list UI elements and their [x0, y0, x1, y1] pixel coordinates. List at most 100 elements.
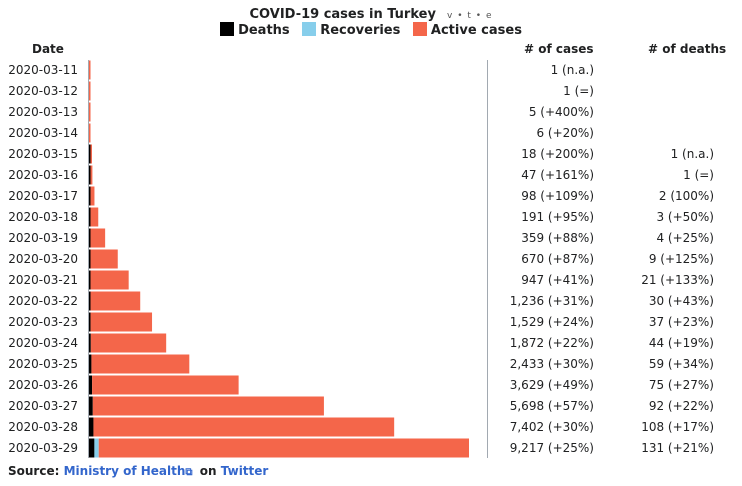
bar-active	[89, 60, 91, 80]
cases-label: 1,872 (+22%)	[510, 336, 594, 350]
chart-title: COVID-19 cases in Turkey	[249, 7, 436, 22]
bar-active	[92, 375, 239, 395]
date-label: 2020-03-21	[8, 273, 78, 287]
bar-active	[89, 81, 91, 101]
date-label: 2020-03-16	[8, 168, 78, 182]
cases-label: 6 (+20%)	[536, 126, 594, 140]
bar-recoveries	[94, 438, 99, 458]
bar-deaths	[89, 165, 91, 185]
source-link-twitter[interactable]: Twitter	[220, 464, 269, 478]
deaths-label: 1 (n.a.)	[671, 147, 714, 161]
date-label: 2020-03-19	[8, 231, 78, 245]
bar-deaths	[89, 291, 91, 311]
date-label: 2020-03-22	[8, 294, 78, 308]
date-label: 2020-03-18	[8, 210, 78, 224]
bar-active	[90, 333, 167, 353]
bar-deaths	[89, 438, 95, 458]
cases-label: 1 (=)	[563, 84, 594, 98]
bar-deaths	[89, 417, 94, 437]
bar-deaths	[89, 186, 91, 206]
cases-label: 18 (+200%)	[521, 147, 594, 161]
column-header-cases: # of cases	[524, 42, 594, 56]
column-header-deaths: # of deaths	[648, 42, 727, 56]
bar-deaths	[89, 270, 91, 290]
bar-active	[89, 123, 91, 143]
bar-active	[90, 144, 92, 164]
bar-active	[90, 312, 153, 332]
source-prefix: Source:	[8, 464, 60, 478]
deaths-label: 21 (+133%)	[641, 273, 714, 287]
bar-active	[90, 207, 99, 227]
bar-active	[90, 291, 141, 311]
cases-label: 1,236 (+31%)	[510, 294, 594, 308]
date-label: 2020-03-24	[8, 336, 78, 350]
cases-label: 1 (n.a.)	[551, 63, 594, 77]
legend-label-deaths: Deaths	[238, 23, 290, 38]
bar-active	[92, 396, 324, 416]
bar-deaths	[89, 333, 91, 353]
date-label: 2020-03-29	[8, 441, 78, 455]
legend-swatch-active	[412, 22, 427, 36]
deaths-label: 9 (+125%)	[649, 252, 714, 266]
legend-item-deaths: Deaths	[220, 22, 290, 38]
date-label: 2020-03-14	[8, 126, 78, 140]
bar-active	[90, 165, 93, 185]
chart-title-row: COVID-19 cases in Turkey v • t • e	[0, 3, 742, 22]
cases-chart: 2020-03-11 1 (n.a.) 2020-03-12 1 (=) 2020-03…	[8, 60, 714, 458]
date-label: 2020-03-17	[8, 189, 78, 203]
date-label: 2020-03-23	[8, 315, 78, 329]
deaths-label: 30 (+43%)	[649, 294, 714, 308]
cases-label: 3,629 (+49%)	[510, 378, 594, 392]
bar-active	[90, 249, 118, 269]
bar-deaths	[89, 354, 92, 374]
date-label: 2020-03-13	[8, 105, 78, 119]
legend: Deaths Recoveries Active cases	[0, 22, 742, 38]
bar-deaths	[89, 396, 93, 416]
deaths-label: 37 (+23%)	[649, 315, 714, 329]
cases-label: 191 (+95%)	[521, 210, 594, 224]
cases-label: 7,402 (+30%)	[510, 420, 594, 434]
legend-label-active: Active cases	[430, 23, 522, 38]
deaths-label: 92 (+22%)	[649, 399, 714, 413]
legend-swatch-recoveries	[302, 22, 317, 36]
legend-swatch-deaths	[220, 22, 235, 36]
cases-label: 5,698 (+57%)	[510, 399, 594, 413]
date-label: 2020-03-27	[8, 399, 78, 413]
external-link-icon: ⧉	[185, 467, 193, 478]
deaths-label: 131 (+21%)	[641, 441, 714, 455]
deaths-label: 2 (100%)	[659, 189, 714, 203]
deaths-label: 1 (=)	[683, 168, 714, 182]
cases-label: 47 (+161%)	[521, 168, 594, 182]
bar-active	[90, 228, 106, 248]
bar-deaths	[89, 228, 91, 248]
date-label: 2020-03-28	[8, 420, 78, 434]
vte-links[interactable]: v • t • e	[447, 11, 493, 21]
bar-active	[91, 354, 190, 374]
legend-item-active: Active cases	[412, 22, 522, 38]
deaths-label: 59 (+34%)	[649, 357, 714, 371]
deaths-label: 108 (+17%)	[641, 420, 714, 434]
source-connector: on	[199, 464, 217, 478]
date-label: 2020-03-20	[8, 252, 78, 266]
source-link-ministry[interactable]: Ministry of Health	[63, 464, 186, 478]
bar-active	[89, 102, 91, 122]
deaths-label: 75 (+27%)	[649, 378, 714, 392]
legend-label-recoveries: Recoveries	[320, 23, 401, 38]
deaths-label: 3 (+50%)	[656, 210, 714, 224]
cases-label: 2,433 (+30%)	[510, 357, 594, 371]
cases-label: 98 (+109%)	[521, 189, 594, 203]
date-label: 2020-03-15	[8, 147, 78, 161]
date-label: 2020-03-25	[8, 357, 78, 371]
deaths-label: 4 (+25%)	[656, 231, 714, 245]
bar-active	[93, 417, 395, 437]
deaths-label: 44 (+19%)	[649, 336, 714, 350]
bar-active	[90, 186, 95, 206]
bar-deaths	[89, 207, 91, 227]
date-label: 2020-03-26	[8, 378, 78, 392]
bar-deaths	[89, 375, 93, 395]
legend-item-recoveries: Recoveries	[302, 22, 400, 38]
column-header-date: Date	[32, 42, 64, 56]
cases-label: 5 (+400%)	[529, 105, 594, 119]
cases-label: 947 (+41%)	[521, 273, 594, 287]
bar-active	[90, 270, 129, 290]
